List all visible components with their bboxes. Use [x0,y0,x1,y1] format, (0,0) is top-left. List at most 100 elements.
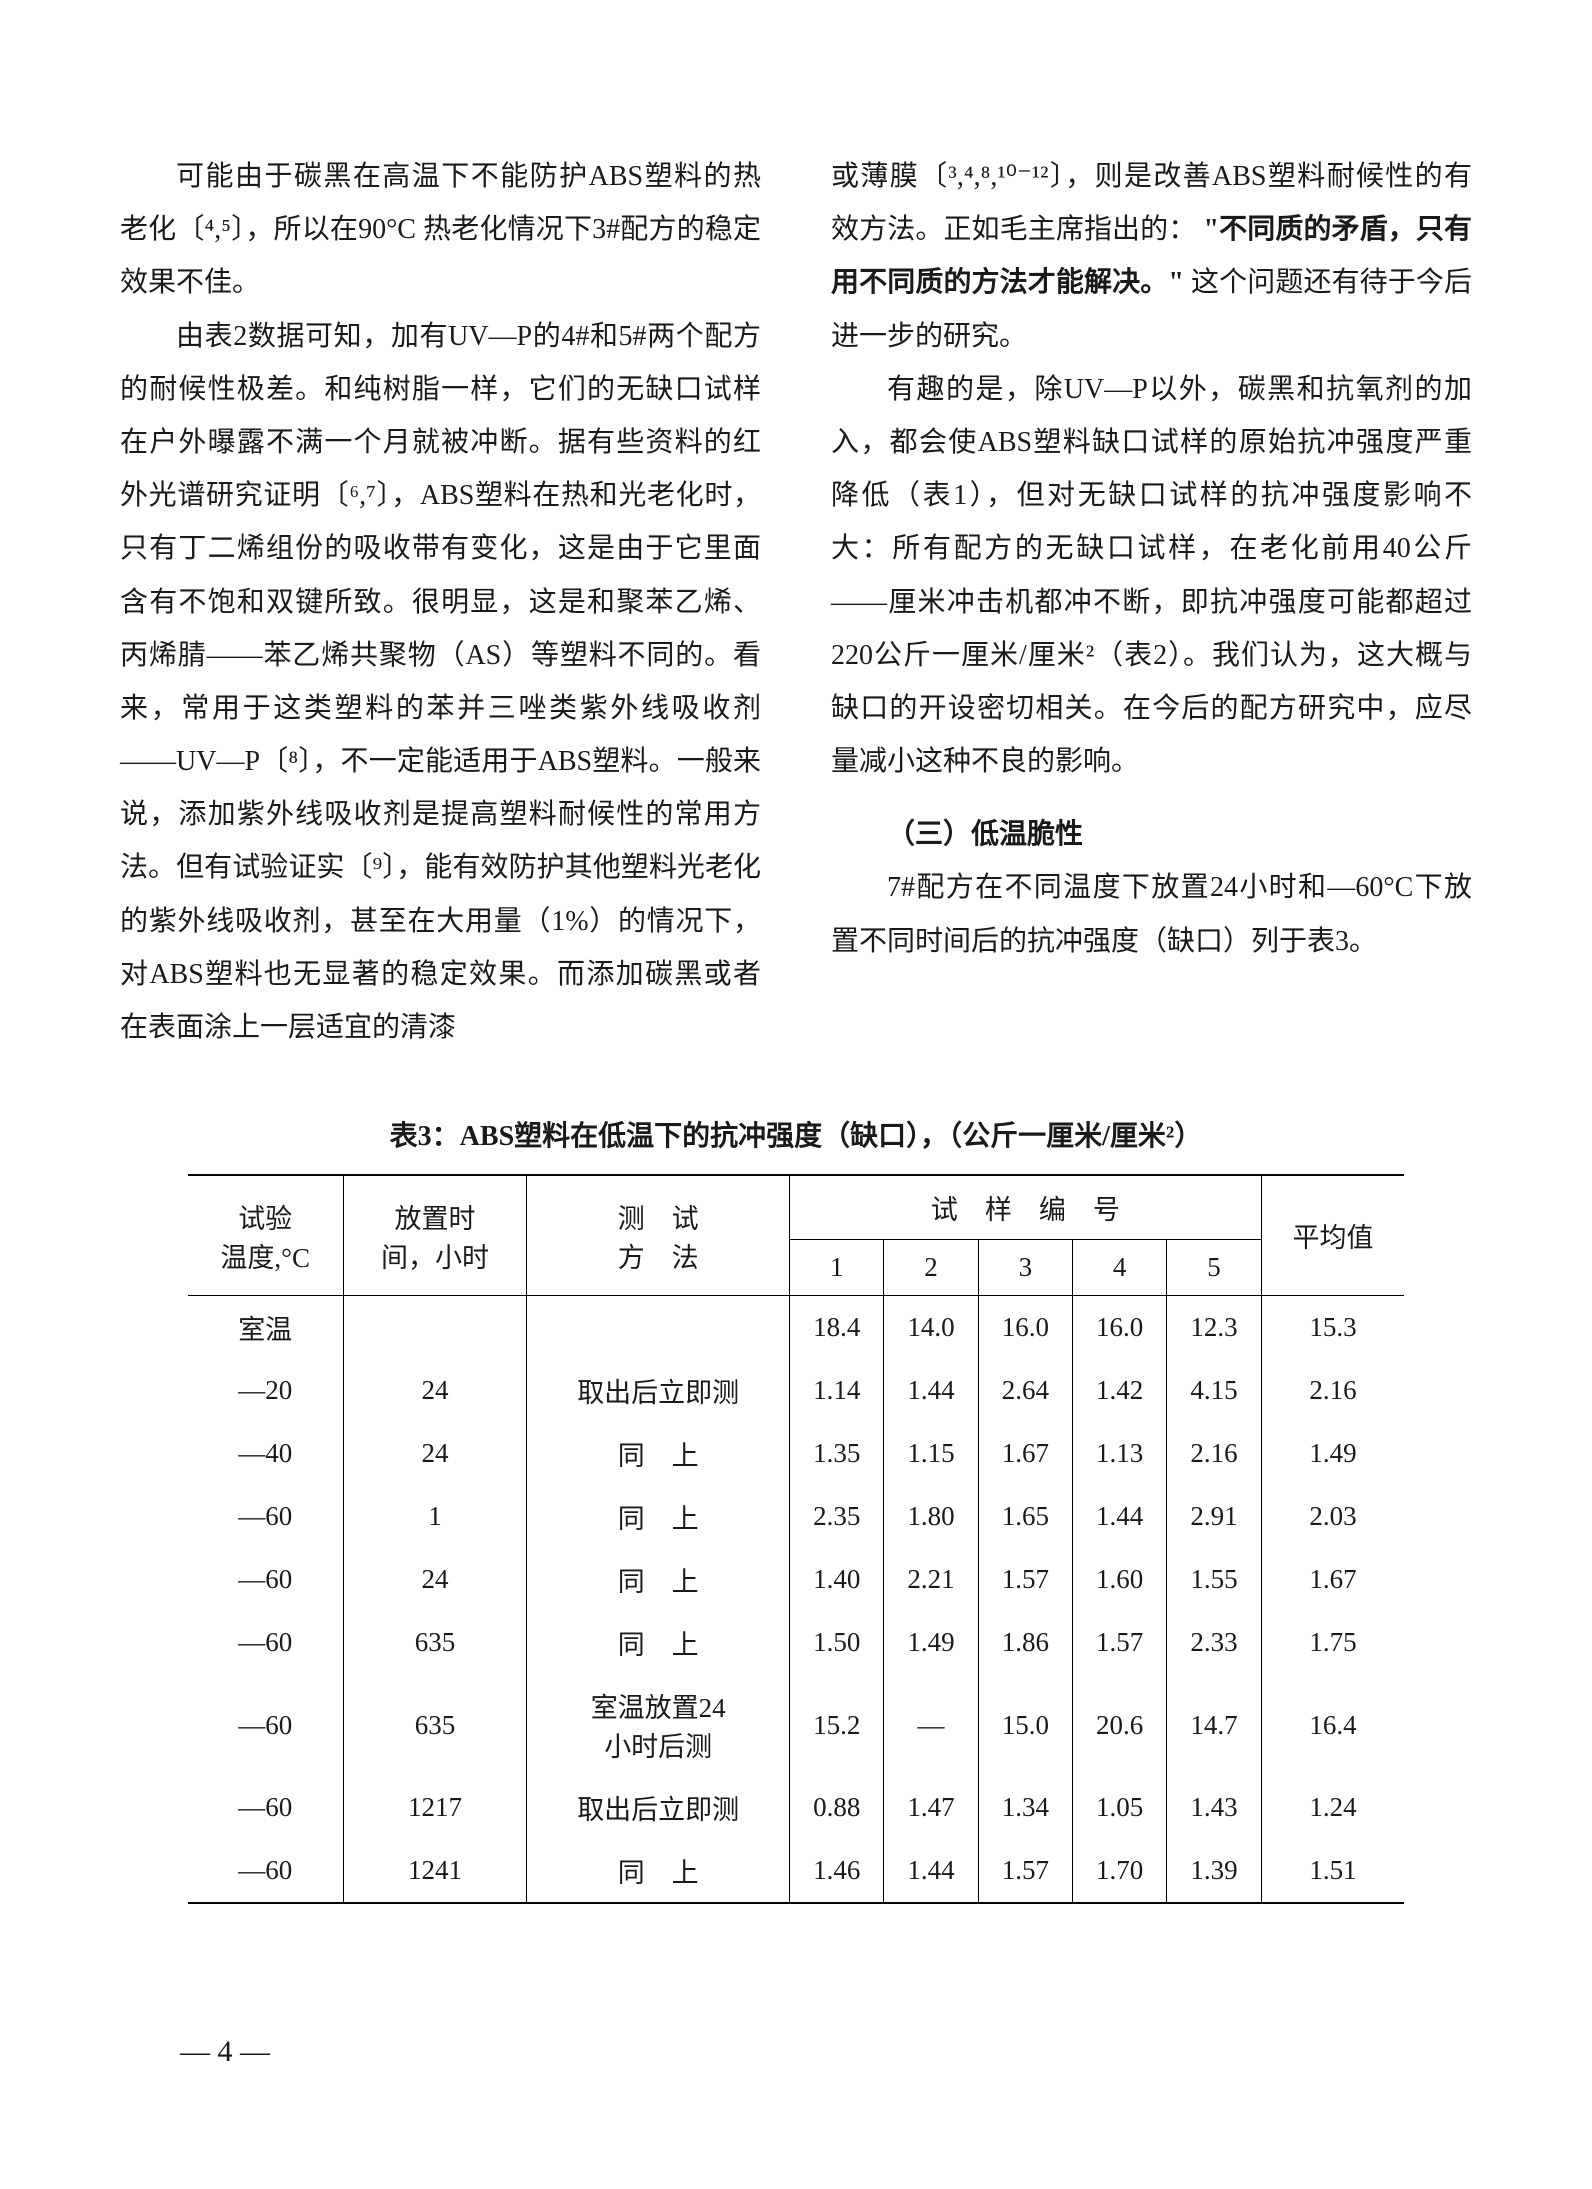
table-row: —601217取出后立即测0.881.471.341.051.431.24 [188,1776,1405,1839]
table-body: 室温18.414.016.016.012.315.3—2024取出后立即测1.1… [188,1296,1405,1904]
cell-v5: 4.15 [1167,1359,1261,1422]
cell-method: 同 上 [527,1422,790,1485]
cell-v2: 2.21 [884,1548,978,1611]
cell-temp: —20 [188,1359,344,1422]
th-dur-l1: 放置时 [395,1204,476,1234]
cell-method: 同 上 [527,1485,790,1548]
cell-v4: 1.44 [1073,1485,1167,1548]
cell-v1: 1.35 [790,1422,884,1485]
cell-hours: 635 [343,1674,527,1776]
cell-hours: 24 [343,1548,527,1611]
cell-v3: 1.34 [978,1776,1072,1839]
th-duration: 放置时 间，小时 [343,1175,527,1296]
th-temp-l1: 试验 [238,1204,292,1234]
cell-avg: 1.67 [1261,1548,1404,1611]
cell-v2: 1.80 [884,1485,978,1548]
cell-temp: —60 [188,1485,344,1548]
cell-v1: 1.50 [790,1611,884,1674]
cell-temp: —60 [188,1839,344,1903]
table-row: 室温18.414.016.016.012.315.3 [188,1296,1405,1360]
left-column: 可能由于碳黑在高温下不能防护ABS塑料的热老化〔⁴,⁵〕，所以在90°C 热老化… [120,150,761,1054]
cell-v3: 1.57 [978,1839,1072,1903]
cell-v4: 1.70 [1073,1839,1167,1903]
th-temperature: 试验 温度,°C [188,1175,344,1296]
cell-v3: 16.0 [978,1296,1072,1360]
cell-method: 同 上 [527,1839,790,1903]
page-number: — 4 — [180,2035,270,2069]
cell-v3: 1.67 [978,1422,1072,1485]
cell-avg: 1.49 [1261,1422,1404,1485]
cell-v4: 1.13 [1073,1422,1167,1485]
cell-hours: 1217 [343,1776,527,1839]
para-right-2: 有趣的是，除UV—P以外，碳黑和抗氧剂的加入，都会使ABS塑料缺口试样的原始抗冲… [831,363,1472,789]
cell-v1: 2.35 [790,1485,884,1548]
th-s1: 1 [790,1240,884,1296]
cell-hours: 1241 [343,1839,527,1903]
cell-v3: 1.65 [978,1485,1072,1548]
cell-hours: 635 [343,1611,527,1674]
cell-v2: 14.0 [884,1296,978,1360]
cell-v4: 1.60 [1073,1548,1167,1611]
cell-avg: 15.3 [1261,1296,1404,1360]
cell-v1: 0.88 [790,1776,884,1839]
th-meth-l2: 方 法 [618,1243,699,1273]
cell-hours: 24 [343,1359,527,1422]
cell-v4: 1.57 [1073,1611,1167,1674]
cell-v5: 1.39 [1167,1839,1261,1903]
cell-temp: —40 [188,1422,344,1485]
table-3: 试验 温度,°C 放置时 间，小时 测 试 方 法 试 样 编 号 平均值 1 … [188,1174,1405,1904]
cell-v5: 2.33 [1167,1611,1261,1674]
cell-temp: 室温 [188,1296,344,1360]
th-meth-l1: 测 试 [618,1204,699,1234]
table-row: —60635同 上1.501.491.861.572.331.75 [188,1611,1405,1674]
cell-v2: 1.49 [884,1611,978,1674]
cell-v3: 1.57 [978,1548,1072,1611]
right-column: 或薄膜〔³,⁴,⁸,¹⁰⁻¹²〕，则是改善ABS塑料耐候性的有效方法。正如毛主席… [831,150,1472,1054]
th-temp-l2: 温度,°C [220,1243,310,1273]
table-row: —601241同 上1.461.441.571.701.391.51 [188,1839,1405,1903]
th-s4: 4 [1073,1240,1167,1296]
para-left-1: 可能由于碳黑在高温下不能防护ABS塑料的热老化〔⁴,⁵〕，所以在90°C 热老化… [120,150,761,310]
cell-v5: 12.3 [1167,1296,1261,1360]
th-dur-l2: 间，小时 [381,1243,489,1273]
table-row: —601同 上2.351.801.651.442.912.03 [188,1485,1405,1548]
cell-v1: 15.2 [790,1674,884,1776]
cell-temp: —60 [188,1611,344,1674]
cell-v1: 18.4 [790,1296,884,1360]
cell-hours [343,1296,527,1360]
cell-v1: 1.14 [790,1359,884,1422]
cell-temp: —60 [188,1776,344,1839]
cell-v5: 1.43 [1167,1776,1261,1839]
cell-v5: 14.7 [1167,1674,1261,1776]
cell-v2: — [884,1674,978,1776]
table-row: —6024同 上1.402.211.571.601.551.67 [188,1548,1405,1611]
cell-method: 取出后立即测 [527,1359,790,1422]
cell-method: 同 上 [527,1611,790,1674]
cell-avg: 2.16 [1261,1359,1404,1422]
cell-temp: —60 [188,1548,344,1611]
th-s3: 3 [978,1240,1072,1296]
cell-avg: 1.51 [1261,1839,1404,1903]
th-sample-group: 试 样 编 号 [790,1175,1262,1240]
cell-v4: 20.6 [1073,1674,1167,1776]
cell-v4: 1.42 [1073,1359,1167,1422]
cell-v4: 1.05 [1073,1776,1167,1839]
cell-avg: 1.24 [1261,1776,1404,1839]
cell-v5: 2.91 [1167,1485,1261,1548]
cell-v3: 15.0 [978,1674,1072,1776]
cell-method: 取出后立即测 [527,1776,790,1839]
para-right-1: 或薄膜〔³,⁴,⁸,¹⁰⁻¹²〕，则是改善ABS塑料耐候性的有效方法。正如毛主席… [831,150,1472,363]
table-row: —2024取出后立即测1.141.442.641.424.152.16 [188,1359,1405,1422]
cell-v3: 1.86 [978,1611,1072,1674]
cell-v2: 1.44 [884,1359,978,1422]
cell-v2: 1.47 [884,1776,978,1839]
section-heading-low-temp: （三）低温脆性 [831,808,1472,861]
cell-v1: 1.46 [790,1839,884,1903]
cell-v5: 2.16 [1167,1422,1261,1485]
para-right-3: 7#配方在不同温度下放置24小时和—60°C下放置不同时间后的抗冲强度（缺口）列… [831,861,1472,967]
cell-hours: 24 [343,1422,527,1485]
cell-v5: 1.55 [1167,1548,1261,1611]
cell-avg: 2.03 [1261,1485,1404,1548]
cell-method: 室温放置24小时后测 [527,1674,790,1776]
two-column-text: 可能由于碳黑在高温下不能防护ABS塑料的热老化〔⁴,⁵〕，所以在90°C 热老化… [120,150,1472,1054]
